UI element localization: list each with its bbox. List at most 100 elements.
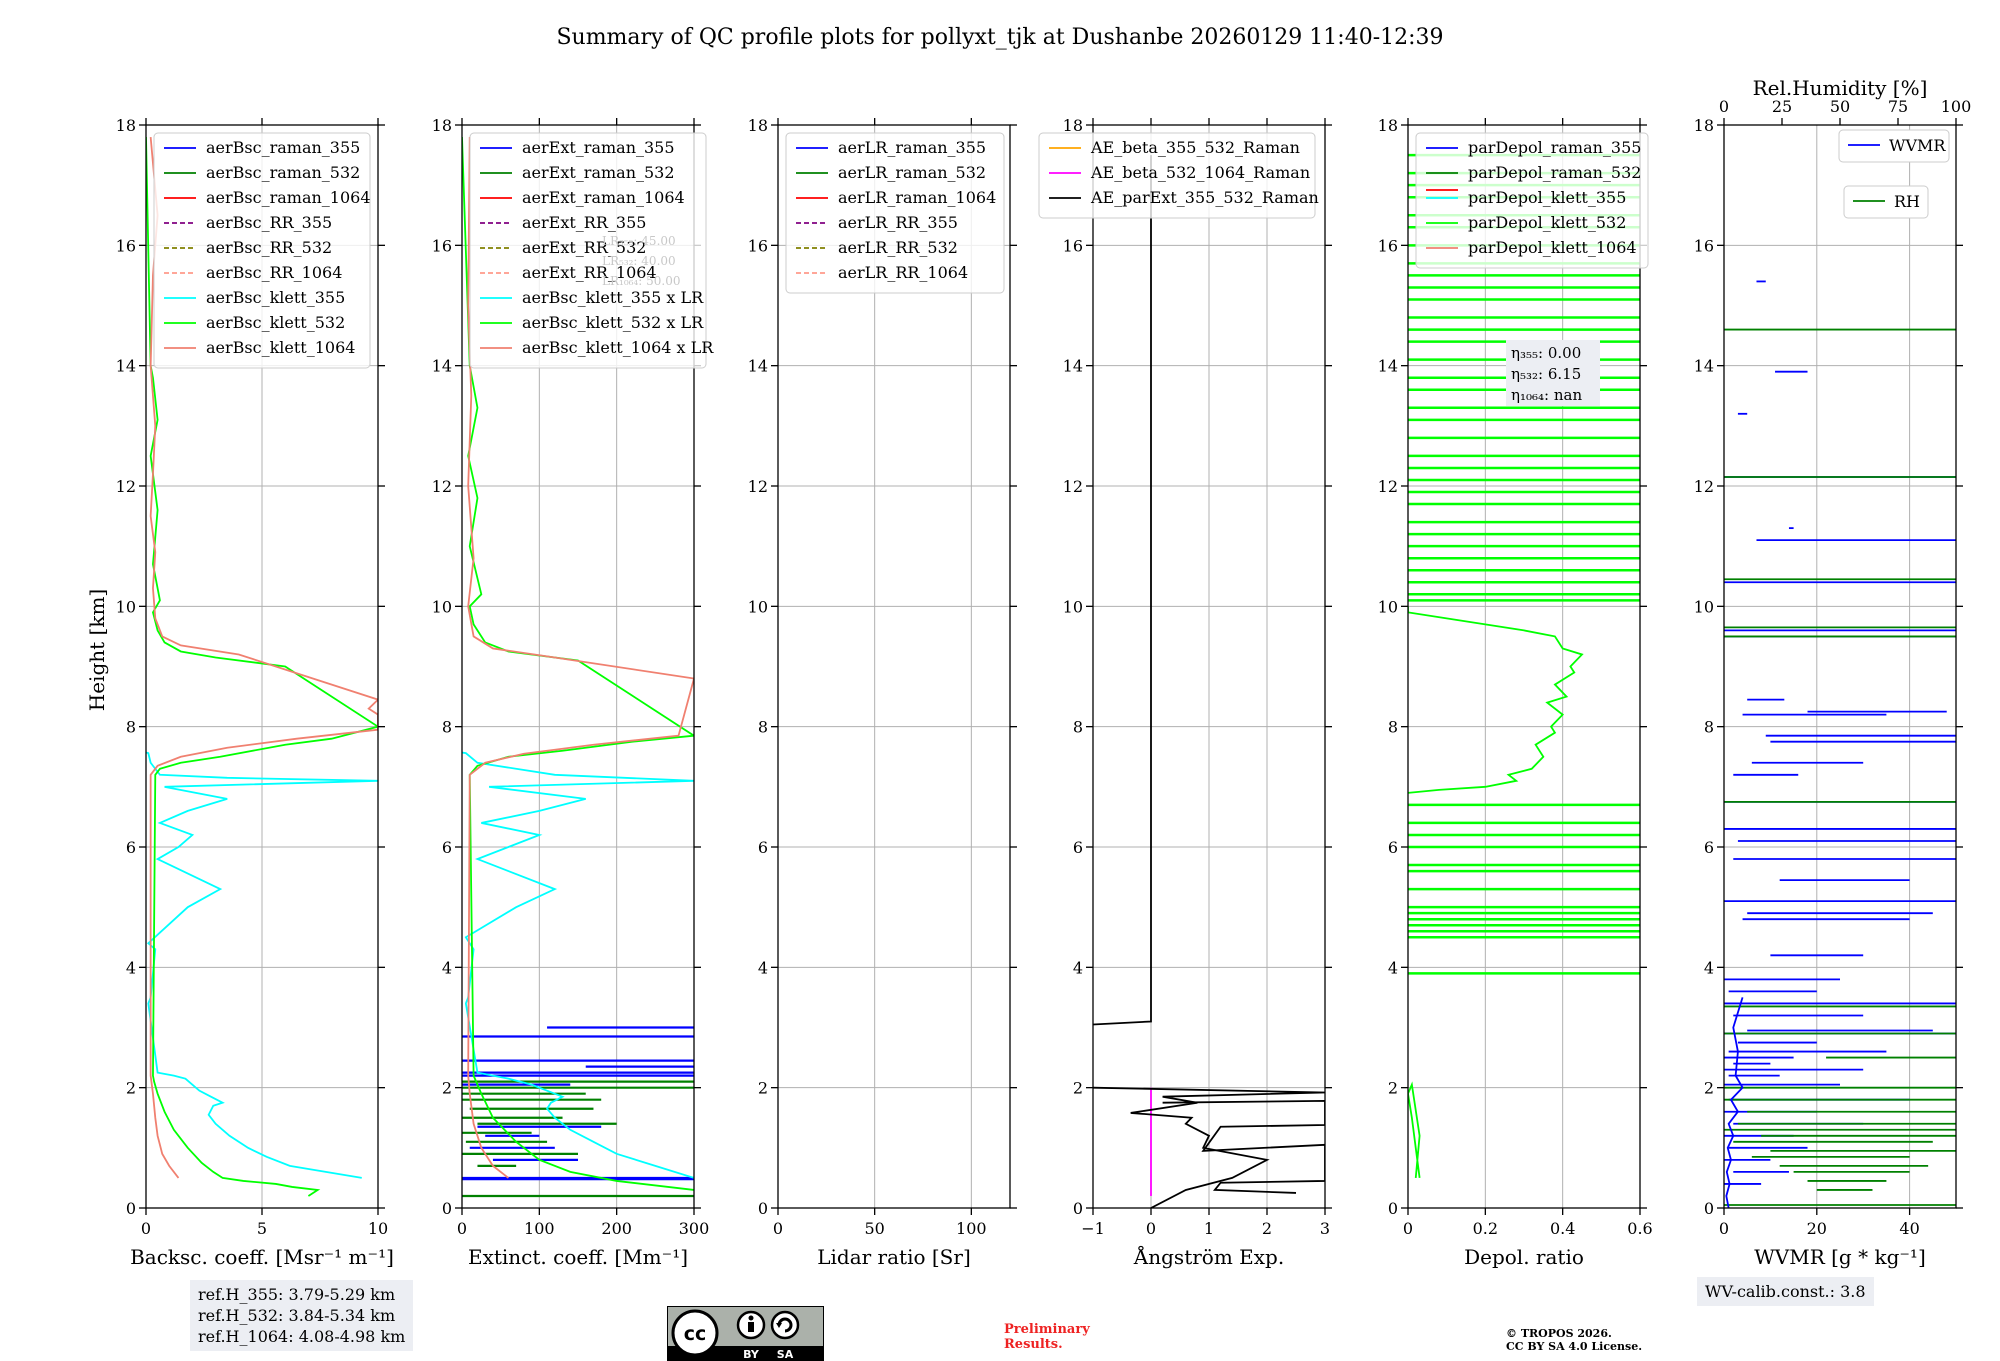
y-tick-label: 8 — [1388, 718, 1398, 737]
legend-label: aerLR_raman_1064 — [838, 188, 996, 207]
legend-label: aerBsc_raman_355 — [206, 138, 360, 157]
y-tick-label: 18 — [1694, 116, 1714, 135]
legend-box — [1843, 185, 1929, 219]
series-line — [1093, 1086, 1325, 1208]
copyright-line-2: CC BY SA 4.0 License. — [1506, 1340, 1643, 1353]
x-axis-label: Extinct. coeff. [Mm⁻¹] — [468, 1245, 688, 1269]
plot-area-ae — [1093, 155, 1325, 1208]
x-tick-label: 20 — [1807, 1219, 1827, 1238]
y-tick-label: 10 — [432, 597, 452, 616]
y-tick-label: 12 — [748, 477, 768, 496]
y-tick-label: 18 — [116, 116, 136, 135]
x-axis-label: Backsc. coeff. [Msr⁻¹ m⁻¹] — [130, 1245, 394, 1269]
legend-label: aerExt_RR_1064 — [522, 263, 657, 282]
y-tick-label: 16 — [432, 236, 452, 255]
y-tick-label: 4 — [1073, 958, 1083, 977]
y-tick-label: 14 — [748, 357, 768, 376]
y-tick-label: 10 — [748, 597, 768, 616]
legend-label: aerBsc_klett_355 x LR — [522, 288, 704, 307]
y-tick-label: 10 — [1694, 597, 1714, 616]
x-tick-label: 0.6 — [1627, 1219, 1652, 1238]
legend-box — [1838, 129, 1950, 163]
y-tick-label: 14 — [1063, 357, 1083, 376]
y-tick-label: 14 — [1694, 357, 1714, 376]
top-tick-label: 50 — [1830, 97, 1850, 116]
x-tick-label: 0 — [141, 1219, 151, 1238]
series-line — [462, 751, 694, 1179]
legend-label: aerExt_raman_1064 — [522, 188, 685, 207]
legend-label: AE_beta_532_1064_Raman — [1090, 163, 1310, 182]
series-line — [462, 137, 694, 1191]
ref-height-355: ref.H_355: 3.79-5.29 km — [198, 1285, 396, 1304]
preliminary-line-1: Preliminary — [1004, 1322, 1090, 1337]
y-tick-label: 2 — [1073, 1079, 1083, 1098]
legend-label: aerBsc_raman_1064 — [206, 188, 371, 207]
legend-label: aerExt_raman_532 — [522, 163, 675, 182]
x-tick-label: 50 — [864, 1219, 884, 1238]
legend-label: parDepol_klett_1064 — [1468, 238, 1637, 257]
x-tick-label: 300 — [679, 1219, 710, 1238]
y-tick-label: 16 — [1378, 236, 1398, 255]
eta-value: η₅₃₂: 6.15 — [1511, 365, 1581, 383]
panel-depol: 0 2 4 6 8 10 12 14 16 18 0 0.2 0.4 0.6 Depol. ratio par… — [1378, 116, 1653, 1269]
axes-frame — [1407, 124, 1641, 1209]
legend-label: aerBsc_klett_355 — [206, 288, 345, 307]
cc-sa-label: SA — [777, 1348, 794, 1361]
plot-area-depol — [1408, 153, 1640, 1179]
axes-frame — [461, 124, 695, 1209]
y-tick-label: 16 — [1694, 236, 1714, 255]
y-tick-label: 4 — [758, 958, 768, 977]
top-tick-label: 100 — [1941, 97, 1972, 116]
legend-box — [785, 132, 1005, 294]
wv-calibration-text: WV-calib.const.: 3.8 — [1705, 1282, 1866, 1301]
x-tick-label: 0.2 — [1473, 1219, 1498, 1238]
legend-label: parDepol_klett_355 — [1468, 188, 1626, 207]
y-tick-label: 18 — [1378, 116, 1398, 135]
x-tick-label: 200 — [601, 1219, 632, 1238]
axes-frame — [777, 124, 1011, 1209]
panel-lr: 0 2 4 6 8 10 12 14 16 18 0 50 100 Lidar ratio [Sr] aer… — [748, 116, 1017, 1269]
y-tick-label: 8 — [1073, 718, 1083, 737]
top-axis-label: Rel.Humidity [%] — [1753, 76, 1928, 100]
y-tick-label: 12 — [432, 477, 452, 496]
y-tick-label: 16 — [748, 236, 768, 255]
legend-box — [1038, 132, 1316, 219]
y-tick-label: 2 — [126, 1079, 136, 1098]
legend-bsc: aerBsc_raman_355 aerBsc_raman_532 aerBsc_r… — [153, 132, 371, 369]
eta-value: η₁₀₆₄: nan — [1511, 386, 1582, 404]
axes-frame — [1723, 124, 1957, 1209]
legend-label: aerBsc_klett_532 — [206, 313, 345, 332]
legend-label: aerBsc_klett_532 x LR — [522, 313, 704, 332]
reference-height-box: ref.H_355: 3.79-5.29 km ref.H_532: 3.84-… — [190, 1280, 414, 1351]
plot-area-bsc — [146, 136, 378, 1197]
eta-box — [1506, 340, 1600, 406]
legend-label: aerExt_RR_355 — [522, 213, 646, 232]
legend-label: parDepol_raman_532 — [1468, 163, 1641, 182]
legend-label: parDepol_raman_355 — [1468, 138, 1641, 157]
y-tick-label: 0 — [1388, 1199, 1398, 1218]
legend-label: aerBsc_RR_1064 — [206, 263, 342, 282]
top-tick-label: 0 — [1719, 97, 1729, 116]
legend-box — [153, 132, 371, 369]
legend-label: aerLR_RR_532 — [838, 238, 958, 257]
y-tick-label: 4 — [442, 958, 452, 977]
series-line — [1093, 155, 1152, 1026]
x-tick-label: 1 — [1204, 1219, 1214, 1238]
y-tick-label: 6 — [1704, 838, 1714, 857]
x-tick-label: 3 — [1320, 1219, 1330, 1238]
legend-depol: parDepol_raman_355 parDepol_raman_532 parD… — [1415, 132, 1649, 269]
y-tick-label: 4 — [126, 958, 136, 977]
cc-circle-icon — [671, 1309, 719, 1357]
lidar-ratio-note: LR₁₀₆₄: 50.00 — [602, 274, 680, 288]
y-tick-label: 0 — [442, 1199, 452, 1218]
cc-by-label: BY — [743, 1348, 760, 1361]
legend-box — [1415, 132, 1649, 269]
x-tick-label: −1 — [1081, 1219, 1105, 1238]
legend-label: aerLR_raman_532 — [838, 163, 986, 182]
legend-label: aerExt_raman_355 — [522, 138, 675, 157]
y-tick-label: 2 — [1704, 1079, 1714, 1098]
top-tick-label: 75 — [1888, 97, 1908, 116]
y-axis-label: Height [km] — [85, 589, 109, 711]
x-axis-label: Depol. ratio — [1464, 1245, 1584, 1269]
